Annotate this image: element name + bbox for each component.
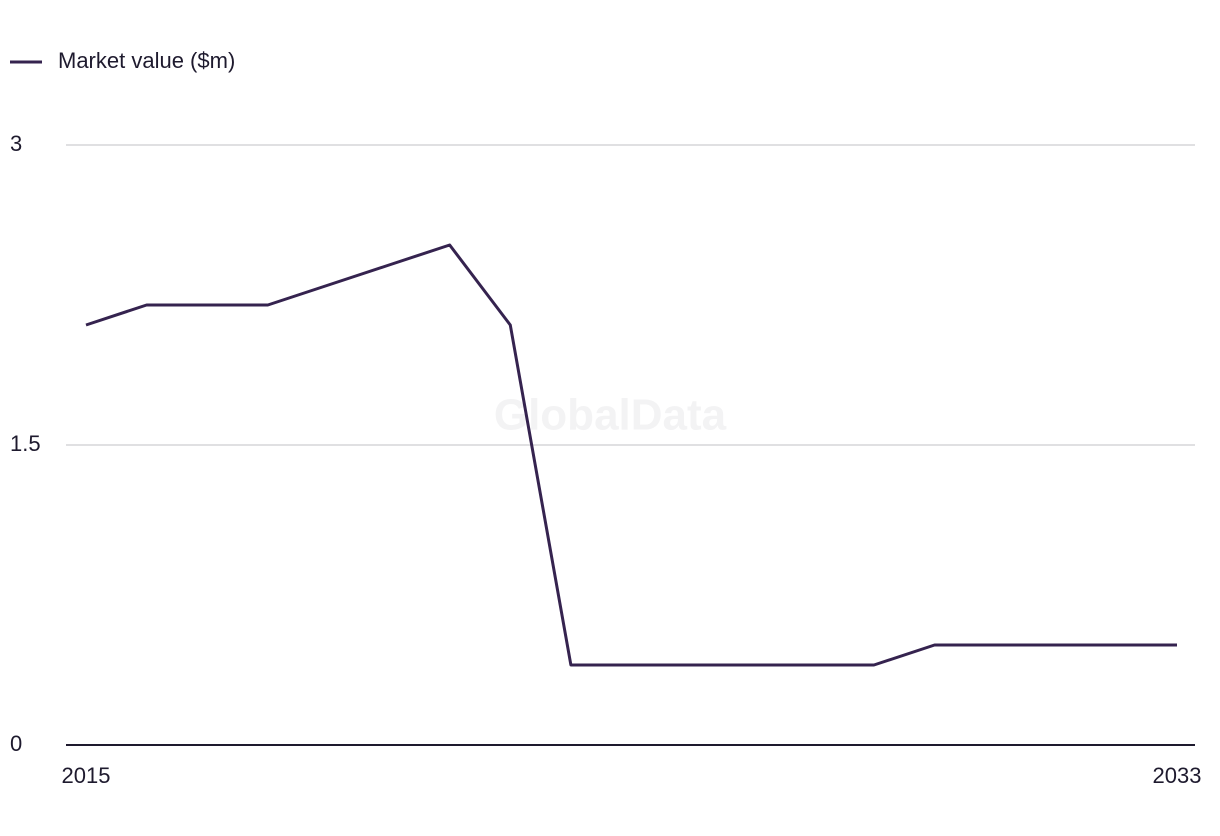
y-tick-label: 3 <box>10 131 22 156</box>
y-tick-label: 1.5 <box>10 431 41 456</box>
y-tick-label: 0 <box>10 731 22 756</box>
legend-label: Market value ($m) <box>58 48 235 73</box>
watermark: GlobalData <box>494 391 727 440</box>
x-tick-label: 2033 <box>1153 763 1202 788</box>
line-series <box>85 243 1177 667</box>
x-tick-label: 2015 <box>62 763 111 788</box>
